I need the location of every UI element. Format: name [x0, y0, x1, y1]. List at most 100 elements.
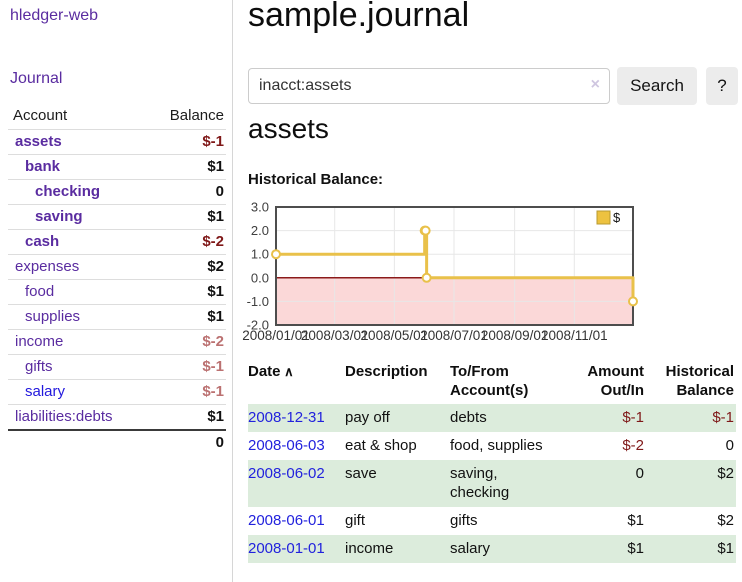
transaction-date-link[interactable]: 2008-06-02 [248, 465, 325, 482]
chart-title: Historical Balance: [248, 171, 384, 188]
register-col-historical-balance: Historical Balance [646, 359, 736, 404]
account-link-expenses[interactable]: expenses [15, 258, 80, 275]
account-balance: $-1 [146, 379, 226, 405]
transaction-amount: $1 [627, 512, 644, 529]
transaction-amount: $1 [627, 540, 644, 557]
account-balance: $-2 [146, 229, 226, 255]
account-name-cell: cash [8, 229, 147, 255]
account-name-cell: supplies [8, 304, 147, 330]
register-col-date[interactable]: Date ∧ [248, 359, 345, 404]
register-col-description: Description [345, 359, 450, 404]
account-row: food $1 [8, 279, 226, 305]
search-help-button[interactable]: ? [706, 67, 738, 105]
account-row: expenses $2 [8, 254, 226, 280]
accounts-table: Account Balance assets $-1 bank $1 checking 0… [8, 103, 226, 455]
account-balance: 0 [146, 179, 226, 205]
accounts-header-row: Account Balance [8, 103, 226, 130]
account-row: cash $-2 [8, 229, 226, 255]
transaction-date-cell: 2008-06-03 [248, 432, 345, 460]
account-link-supplies[interactable]: supplies [25, 308, 81, 325]
transaction-row: 2008-06-03 eat & shop food, supplies $-2 0 [248, 432, 736, 460]
col-header-text: Date [248, 363, 281, 380]
transaction-date-link[interactable]: 2008-06-03 [248, 437, 325, 454]
transaction-accounts: debts [450, 409, 487, 426]
historical-balance-chart: 3.0 2.0 1.0 0.0 -1.0 -2.0 2008/01/01 2008/03/01… [242, 196, 740, 348]
x-axis-tick-label: 2008/01/01 [242, 328, 310, 343]
account-link-assets[interactable]: assets [15, 133, 62, 150]
transaction-row: 2008-06-01 gift gifts $1 $2 [248, 507, 736, 535]
account-name-cell: expenses [8, 254, 147, 280]
y-axis-tick-label: 2.0 [251, 223, 269, 238]
transaction-date-link[interactable]: 2008-06-01 [248, 512, 325, 529]
accounts-total-row: 0 [8, 429, 226, 455]
chart-canvas: 3.0 2.0 1.0 0.0 -1.0 -2.02008/01/012008/03/01… [242, 200, 638, 343]
register-table: Date ∧ Description To/From Account(s) Amount… [248, 359, 736, 563]
account-name-cell: assets [8, 129, 147, 155]
account-row: gifts $-1 [8, 354, 226, 380]
transaction-accounts: salary [450, 540, 491, 557]
transaction-accounts: gifts [450, 512, 478, 529]
account-link-food[interactable]: food [25, 283, 55, 300]
brand-link[interactable]: hledger-web [10, 7, 99, 24]
transaction-amount: $-1 [622, 409, 644, 426]
account-row: liabilities:debts $1 [8, 404, 226, 430]
legend-label: $ [613, 210, 621, 225]
y-axis-tick-label: -2.0 [247, 318, 269, 333]
account-balance: $-1 [146, 354, 226, 380]
transaction-accounts: saving, checking [450, 465, 510, 501]
data-point-marker [628, 296, 638, 307]
transaction-accounts: food, supplies [450, 437, 543, 454]
account-link-bank[interactable]: bank [25, 158, 61, 175]
account-name-cell: gifts [8, 354, 147, 380]
page-title: sample.journal [248, 0, 470, 34]
y-axis-tick-label: 3.0 [251, 200, 269, 215]
transaction-description: pay off [345, 409, 390, 426]
account-link-gifts[interactable]: gifts [25, 358, 53, 375]
search-button[interactable]: Search [617, 67, 697, 105]
account-name-cell: liabilities:debts [8, 404, 147, 430]
clear-search-icon[interactable]: × [590, 76, 600, 93]
col-header-text: Balance [676, 382, 734, 399]
transaction-date-link[interactable]: 2008-12-31 [248, 409, 325, 426]
account-link-saving[interactable]: saving [35, 208, 83, 225]
account-link-income[interactable]: income [15, 333, 64, 350]
account-heading: assets [248, 113, 329, 144]
sidebar: hledger-web Journal Account Balance asse… [0, 0, 233, 582]
col-header-text: Account(s) [450, 382, 529, 399]
data-point-marker [271, 249, 281, 260]
y-axis-tick-label: 1.0 [251, 247, 269, 262]
legend-swatch [596, 210, 611, 225]
transaction-balance: $1 [717, 540, 734, 557]
accounts-table-body: assets $-1 bank $1 checking 0 saving $1 cash $-2 e… [8, 129, 226, 430]
search-box: × [248, 68, 610, 104]
transaction-date-cell: 2008-12-31 [248, 404, 345, 432]
sidebar-item-journal[interactable]: Journal [10, 70, 63, 87]
x-axis-tick-label: 2008/07/01 [420, 328, 488, 343]
account-link-salary[interactable]: salary [25, 383, 66, 400]
sort-ascending-icon: ∧ [280, 364, 294, 379]
account-link-checking[interactable]: checking [35, 183, 101, 200]
account-row: saving $1 [8, 204, 226, 230]
col-header-text: Out/In [600, 382, 644, 399]
account-name-cell: checking [8, 179, 147, 205]
account-balance: $-1 [146, 129, 226, 155]
transaction-date-link[interactable]: 2008-01-01 [248, 540, 325, 557]
account-row: salary $-1 [8, 379, 226, 405]
account-row: supplies $1 [8, 304, 226, 330]
transaction-description: income [345, 540, 394, 557]
account-row: income $-2 [8, 329, 226, 355]
transaction-balance: $-1 [712, 409, 734, 426]
register-header-row: Date ∧ Description To/From Account(s) Amount… [248, 359, 736, 404]
transaction-description: gift [345, 512, 366, 529]
data-point-marker [420, 225, 431, 236]
account-link-liabilities-debts[interactable]: liabilities:debts [15, 408, 113, 425]
account-name-cell: bank [8, 154, 147, 180]
transaction-amount: $-2 [622, 437, 644, 454]
accounts-total-spacer [8, 429, 147, 455]
y-axis-tick-label: -1.0 [247, 294, 269, 309]
search-input[interactable] [248, 68, 610, 104]
transaction-balance: $2 [717, 465, 734, 482]
account-balance: $-2 [146, 329, 226, 355]
account-row: assets $-1 [8, 129, 226, 155]
account-link-cash[interactable]: cash [25, 233, 60, 250]
